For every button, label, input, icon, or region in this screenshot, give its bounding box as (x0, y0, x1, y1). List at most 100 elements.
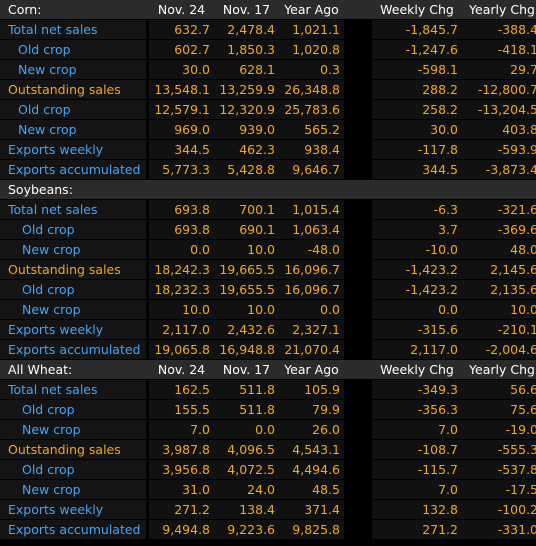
cell-year-ago: 105.9 (279, 380, 344, 400)
column-spacer (344, 400, 372, 420)
row-label[interactable]: Old crop (0, 220, 146, 240)
row-label[interactable]: New crop (0, 60, 146, 80)
cell-yearly-chg: 29.7 (462, 60, 536, 80)
cell-nov-17: 24.0 (214, 480, 279, 500)
column-spacer (344, 120, 372, 140)
cell-weekly-chg: 30.0 (372, 120, 462, 140)
column-header-year-ago: Year Ago (279, 0, 344, 20)
cell-nov-24: 3,956.8 (149, 460, 214, 480)
column-spacer (344, 360, 372, 380)
column-spacer (344, 240, 372, 260)
cell-weekly-chg: 0.0 (372, 300, 462, 320)
row-label[interactable]: Old crop (0, 40, 146, 60)
cell-nov-24: 3,987.8 (149, 440, 214, 460)
cell-nov-17: 9,223.6 (214, 520, 279, 540)
cell-nov-17: 16,948.8 (214, 340, 279, 360)
table-row: Exports accumulated 19,065.8 16,948.8 21,07… (0, 340, 536, 360)
row-label[interactable]: Total net sales (0, 200, 146, 220)
table-row: Old crop 693.8 690.1 1,063.4 3.7 -369.6 (0, 220, 536, 240)
cell-weekly-chg: 7.0 (372, 420, 462, 440)
cell-nov-24: 12,579.1 (149, 100, 214, 120)
column-divider (146, 500, 149, 520)
row-label[interactable]: Exports accumulated (0, 160, 146, 180)
cell-weekly-chg: 3.7 (372, 220, 462, 240)
cell-nov-17: 10.0 (214, 240, 279, 260)
column-spacer (344, 100, 372, 120)
row-label[interactable]: Old crop (0, 400, 146, 420)
column-spacer (344, 520, 372, 540)
row-label[interactable]: Exports accumulated (0, 340, 146, 360)
row-label[interactable]: Total net sales (0, 380, 146, 400)
cell-yearly-chg: 10.0 (462, 300, 536, 320)
cell-year-ago: 4,494.6 (279, 460, 344, 480)
table-row: Outstanding sales 13,548.1 13,259.9 26,348.… (0, 80, 536, 100)
row-label[interactable]: Old crop (0, 100, 146, 120)
cell-weekly-chg: -349.3 (372, 380, 462, 400)
cell-yearly-chg: -331.0 (462, 520, 536, 540)
column-divider (146, 360, 149, 380)
row-label[interactable]: Outstanding sales (0, 440, 146, 460)
cell-year-ago: 26.0 (279, 420, 344, 440)
cell-yearly-chg: 2,145.6 (462, 260, 536, 280)
cell-yearly-chg: 56.6 (462, 380, 536, 400)
column-spacer (344, 280, 372, 300)
cell-weekly-chg: 344.5 (372, 160, 462, 180)
column-spacer (344, 140, 372, 160)
column-header-nov-17: Nov. 17 (214, 0, 279, 20)
row-label[interactable]: New crop (0, 240, 146, 260)
column-header-year-ago: Year Ago (279, 360, 344, 380)
cell-nov-24: 632.7 (149, 20, 214, 40)
cell-nov-24: 693.8 (149, 200, 214, 220)
cell-nov-24: 18,242.3 (149, 260, 214, 280)
column-header-nov-17: Nov. 17 (214, 360, 279, 380)
column-spacer (344, 20, 372, 40)
cell-year-ago: 16,096.7 (279, 280, 344, 300)
row-label[interactable]: New crop (0, 300, 146, 320)
column-divider (146, 400, 149, 420)
cell-nov-24: 2,117.0 (149, 320, 214, 340)
cell-nov-24: 155.5 (149, 400, 214, 420)
row-label[interactable]: New crop (0, 120, 146, 140)
cell-weekly-chg: -115.7 (372, 460, 462, 480)
column-header-nov-17 (214, 180, 279, 200)
row-label[interactable]: Outstanding sales (0, 260, 146, 280)
cell-nov-24: 31.0 (149, 480, 214, 500)
cell-nov-17: 511.8 (214, 400, 279, 420)
row-label[interactable]: Outstanding sales (0, 80, 146, 100)
column-header-weekly-chg: Weekly Chg (372, 360, 462, 380)
cell-year-ago: 1,063.4 (279, 220, 344, 240)
cell-nov-24: 602.7 (149, 40, 214, 60)
column-header-nov-24: Nov. 24 (149, 0, 214, 20)
column-divider (146, 220, 149, 240)
column-spacer (344, 420, 372, 440)
cell-year-ago: 4,543.1 (279, 440, 344, 460)
column-divider (146, 420, 149, 440)
cell-nov-17: 12,320.9 (214, 100, 279, 120)
column-header-yearly-chg (462, 180, 536, 200)
row-label[interactable]: Exports weekly (0, 500, 146, 520)
row-label[interactable]: Old crop (0, 280, 146, 300)
cell-nov-17: 462.3 (214, 140, 279, 160)
row-label[interactable]: Old crop (0, 460, 146, 480)
row-label[interactable]: Total net sales (0, 20, 146, 40)
row-label[interactable]: New crop (0, 420, 146, 440)
cell-year-ago: 9,646.7 (279, 160, 344, 180)
row-label[interactable]: Exports accumulated (0, 520, 146, 540)
cell-nov-24: 13,548.1 (149, 80, 214, 100)
cell-nov-17: 690.1 (214, 220, 279, 240)
cell-nov-17: 511.8 (214, 380, 279, 400)
cell-year-ago: 371.4 (279, 500, 344, 520)
row-label[interactable]: Exports weekly (0, 320, 146, 340)
cell-year-ago: 938.4 (279, 140, 344, 160)
cell-weekly-chg: -1,423.2 (372, 260, 462, 280)
cell-nov-24: 271.2 (149, 500, 214, 520)
row-label[interactable]: Exports weekly (0, 140, 146, 160)
column-spacer (344, 260, 372, 280)
cell-nov-17: 10.0 (214, 300, 279, 320)
cell-year-ago: 26,348.8 (279, 80, 344, 100)
cell-yearly-chg: -12,800.7 (462, 80, 536, 100)
column-spacer (344, 160, 372, 180)
cell-year-ago: 0.3 (279, 60, 344, 80)
row-label[interactable]: New crop (0, 480, 146, 500)
table-row: Old crop 3,956.8 4,072.5 4,494.6 -115.7 -537.… (0, 460, 536, 480)
